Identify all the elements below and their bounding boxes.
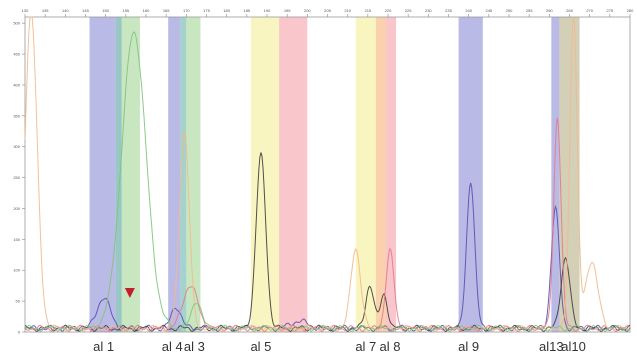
x-tick-label-5: 155	[122, 8, 129, 13]
y-tick-label-8: 400	[13, 82, 20, 87]
x-tick-label-30: 280	[627, 8, 634, 13]
y-tick-label-0: 0	[18, 330, 21, 335]
plot-axes: 130 135 140 145 150 155 160 165 170 175 180 185 190 1…	[13, 8, 634, 335]
x-tick-label-20: 230	[425, 8, 432, 13]
x-tick-label-12: 190	[264, 8, 271, 13]
x-tick-label-17: 215	[364, 8, 371, 13]
x-tick-label-0: 130	[22, 8, 29, 13]
allele-bin-band-10	[385, 17, 397, 332]
x-tick-label-19: 225	[405, 8, 412, 13]
allele-bin-band-6	[250, 17, 280, 332]
allele-bin-band-9	[375, 17, 386, 332]
x-tick-label-27: 265	[566, 8, 573, 13]
y-tick-label-3: 150	[13, 237, 20, 242]
y-tick-label-6: 300	[13, 144, 20, 149]
x-tick-label-1: 135	[42, 8, 49, 13]
x-tick-label-22: 240	[465, 8, 472, 13]
allele-bin-band-4	[180, 17, 187, 332]
x-tick-label-24: 250	[506, 8, 513, 13]
allele-label-5: al 8	[380, 339, 401, 353]
trace-series-4	[24, 31, 631, 332]
x-tick-label-15: 205	[324, 8, 331, 13]
x-tick-label-10: 180	[223, 8, 230, 13]
y-tick-label-2: 100	[13, 268, 20, 273]
x-tick-label-6: 160	[143, 8, 150, 13]
arrow-marker	[124, 288, 135, 299]
x-tick-label-21: 235	[445, 8, 452, 13]
allele-label-8: al10	[561, 339, 586, 353]
allele-bin-band-5	[186, 17, 201, 332]
y-tick-label-4: 200	[13, 206, 20, 211]
x-tick-label-23: 245	[485, 8, 492, 13]
y-tick-label-1: 50	[16, 299, 21, 304]
x-tick-label-26: 260	[546, 8, 553, 13]
x-tick-label-4: 150	[102, 8, 109, 13]
allele-bin-band-1	[115, 17, 122, 332]
allele-label-6: al 9	[458, 339, 479, 353]
x-tick-label-18: 220	[385, 8, 392, 13]
markers	[124, 288, 135, 299]
y-tick-label-5: 250	[13, 175, 20, 180]
allele-bin-band-3	[168, 17, 181, 332]
allele-label-3: al 5	[250, 339, 271, 353]
allele-label-2: al 3	[184, 339, 205, 353]
x-tick-label-13: 195	[284, 8, 291, 13]
allele-label-1: al 4	[162, 339, 183, 353]
x-tick-label-14: 200	[304, 8, 311, 13]
x-tick-label-8: 170	[183, 8, 190, 13]
allele-label-7: al13	[539, 339, 564, 353]
allele-label-0: al 1	[93, 339, 114, 353]
x-tick-label-25: 255	[526, 8, 533, 13]
x-tick-label-3: 145	[82, 8, 89, 13]
allele-bin-band-11	[458, 17, 483, 332]
allele-bin-band-2	[121, 17, 140, 332]
x-tick-label-16: 210	[344, 8, 351, 13]
x-tick-label-11: 185	[243, 8, 250, 13]
trace-series-2	[24, 117, 631, 332]
y-tick-label-7: 350	[13, 113, 20, 118]
allele-bin-band-0	[89, 17, 116, 332]
x-tick-label-28: 270	[586, 8, 593, 13]
allele-label-4: al 7	[355, 339, 376, 353]
x-tick-label-2: 140	[62, 8, 69, 13]
x-tick-label-29: 275	[606, 8, 613, 13]
x-tick-label-9: 175	[203, 8, 210, 13]
y-tick-label-10: 500	[13, 21, 20, 26]
trace-lines	[24, 16, 631, 332]
allele-bin-bands	[89, 17, 580, 332]
y-tick-label-9: 450	[13, 52, 20, 57]
allele-bin-band-7	[279, 17, 308, 332]
trace-series-3	[24, 16, 631, 332]
allele-bin-band-12	[551, 17, 560, 332]
allele-bin-band-8	[355, 17, 376, 332]
x-tick-label-7: 165	[163, 8, 170, 13]
